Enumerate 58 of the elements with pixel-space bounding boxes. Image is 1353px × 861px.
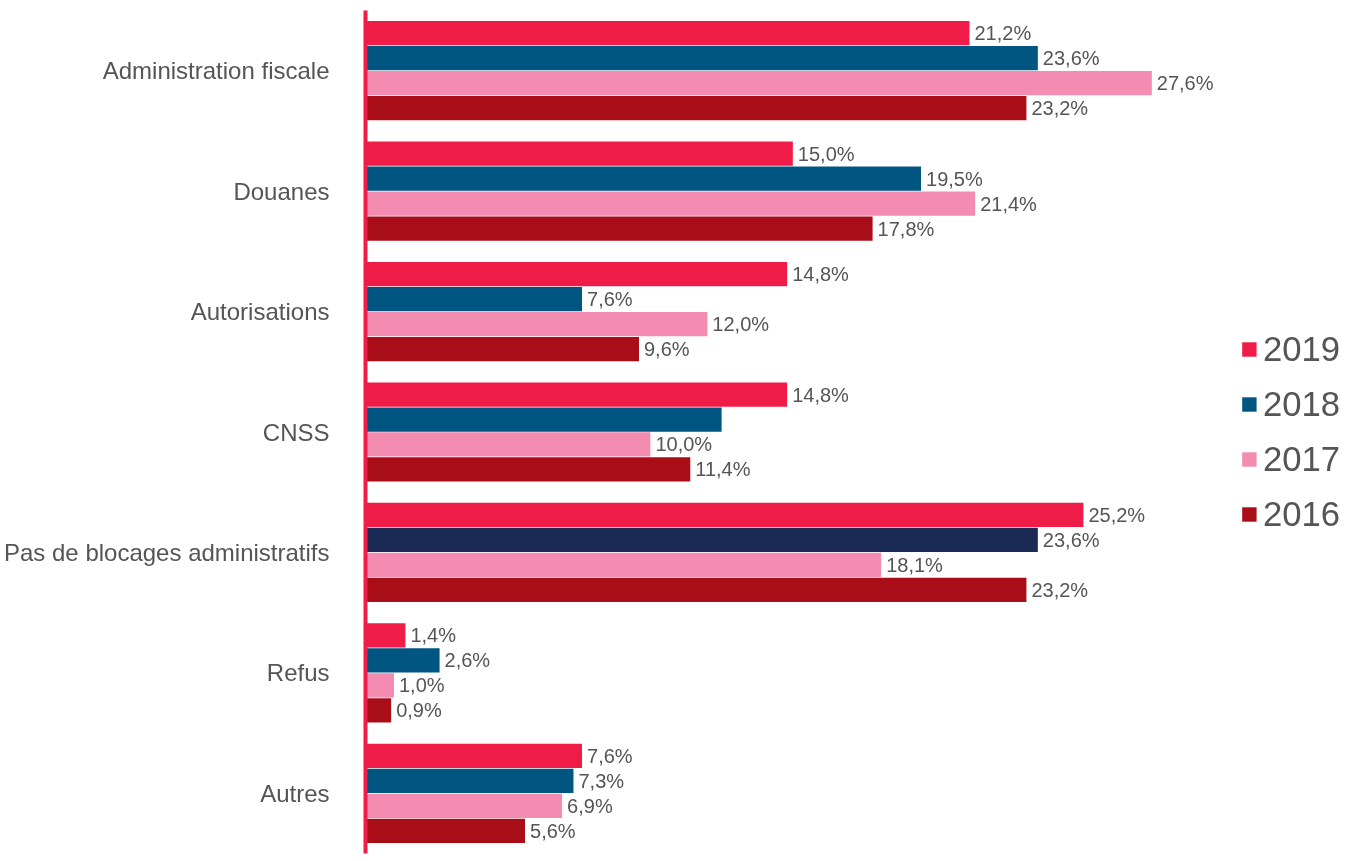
y-tick-label: Autorisations <box>190 298 330 326</box>
data-label: 7,6% <box>587 288 633 311</box>
y-tick-label: Douanes <box>233 177 330 205</box>
data-label: 19,5% <box>926 167 983 190</box>
legend-label: 2017 <box>1262 439 1340 479</box>
bar <box>365 71 1152 96</box>
data-label: 18,1% <box>886 553 944 576</box>
bar <box>365 648 440 673</box>
data-label: 7,3% <box>578 769 625 792</box>
bar <box>365 577 1027 603</box>
data-label: 21,2% <box>974 22 1032 45</box>
bar <box>365 768 574 793</box>
data-label: 0,9% <box>396 699 442 722</box>
bar <box>365 286 583 312</box>
data-label: 1,0% <box>398 674 445 697</box>
data-label: 1,4% <box>410 624 457 647</box>
data-label: 15,0% <box>797 142 855 165</box>
y-tick-label: Autres <box>260 779 330 807</box>
bar <box>365 432 651 457</box>
y-tick-label: CNSS <box>262 418 330 446</box>
data-label: 23,6% <box>1042 528 1100 551</box>
bar <box>365 216 873 241</box>
legend-label: 2018 <box>1262 384 1340 424</box>
data-label: 14,8% <box>792 383 850 406</box>
data-label: 21,4% <box>980 192 1038 215</box>
data-label: 17,8% <box>877 217 935 240</box>
data-label: 7,6% <box>587 744 633 767</box>
bar <box>365 673 394 698</box>
data-label: 14,8% <box>792 263 850 286</box>
data-label: 11,4% <box>695 458 751 481</box>
legend-label: 2019 <box>1262 329 1340 369</box>
data-label: 6,9% <box>567 794 613 817</box>
bar <box>365 527 1038 553</box>
data-label: 27,6% <box>1156 72 1214 95</box>
y-tick-label: Pas de blocages administratifs <box>4 538 330 566</box>
bar <box>365 166 922 191</box>
bar <box>365 336 639 362</box>
legend-label: 2016 <box>1262 494 1340 534</box>
y-tick-label: Administration fiscale <box>102 57 330 85</box>
bar <box>365 457 691 482</box>
data-label: 10,0% <box>655 433 713 456</box>
y-tick-label: Refus <box>266 659 330 687</box>
data-label: 23,6% <box>1042 47 1100 70</box>
bar <box>365 793 563 818</box>
data-label: 9,6% <box>643 338 690 361</box>
data-label: 12,0% <box>712 313 770 336</box>
bar <box>365 407 722 432</box>
bar <box>365 552 882 578</box>
data-label: 5,6% <box>530 819 576 842</box>
bar <box>365 96 1027 121</box>
bar <box>365 191 976 216</box>
bar <box>365 311 708 337</box>
data-label: 23,2% <box>1031 578 1089 601</box>
bar <box>365 46 1038 71</box>
bar <box>365 818 526 843</box>
data-label: 23,2% <box>1031 97 1089 120</box>
data-label: 25,2% <box>1088 503 1146 526</box>
data-label: 2,6% <box>444 649 491 672</box>
